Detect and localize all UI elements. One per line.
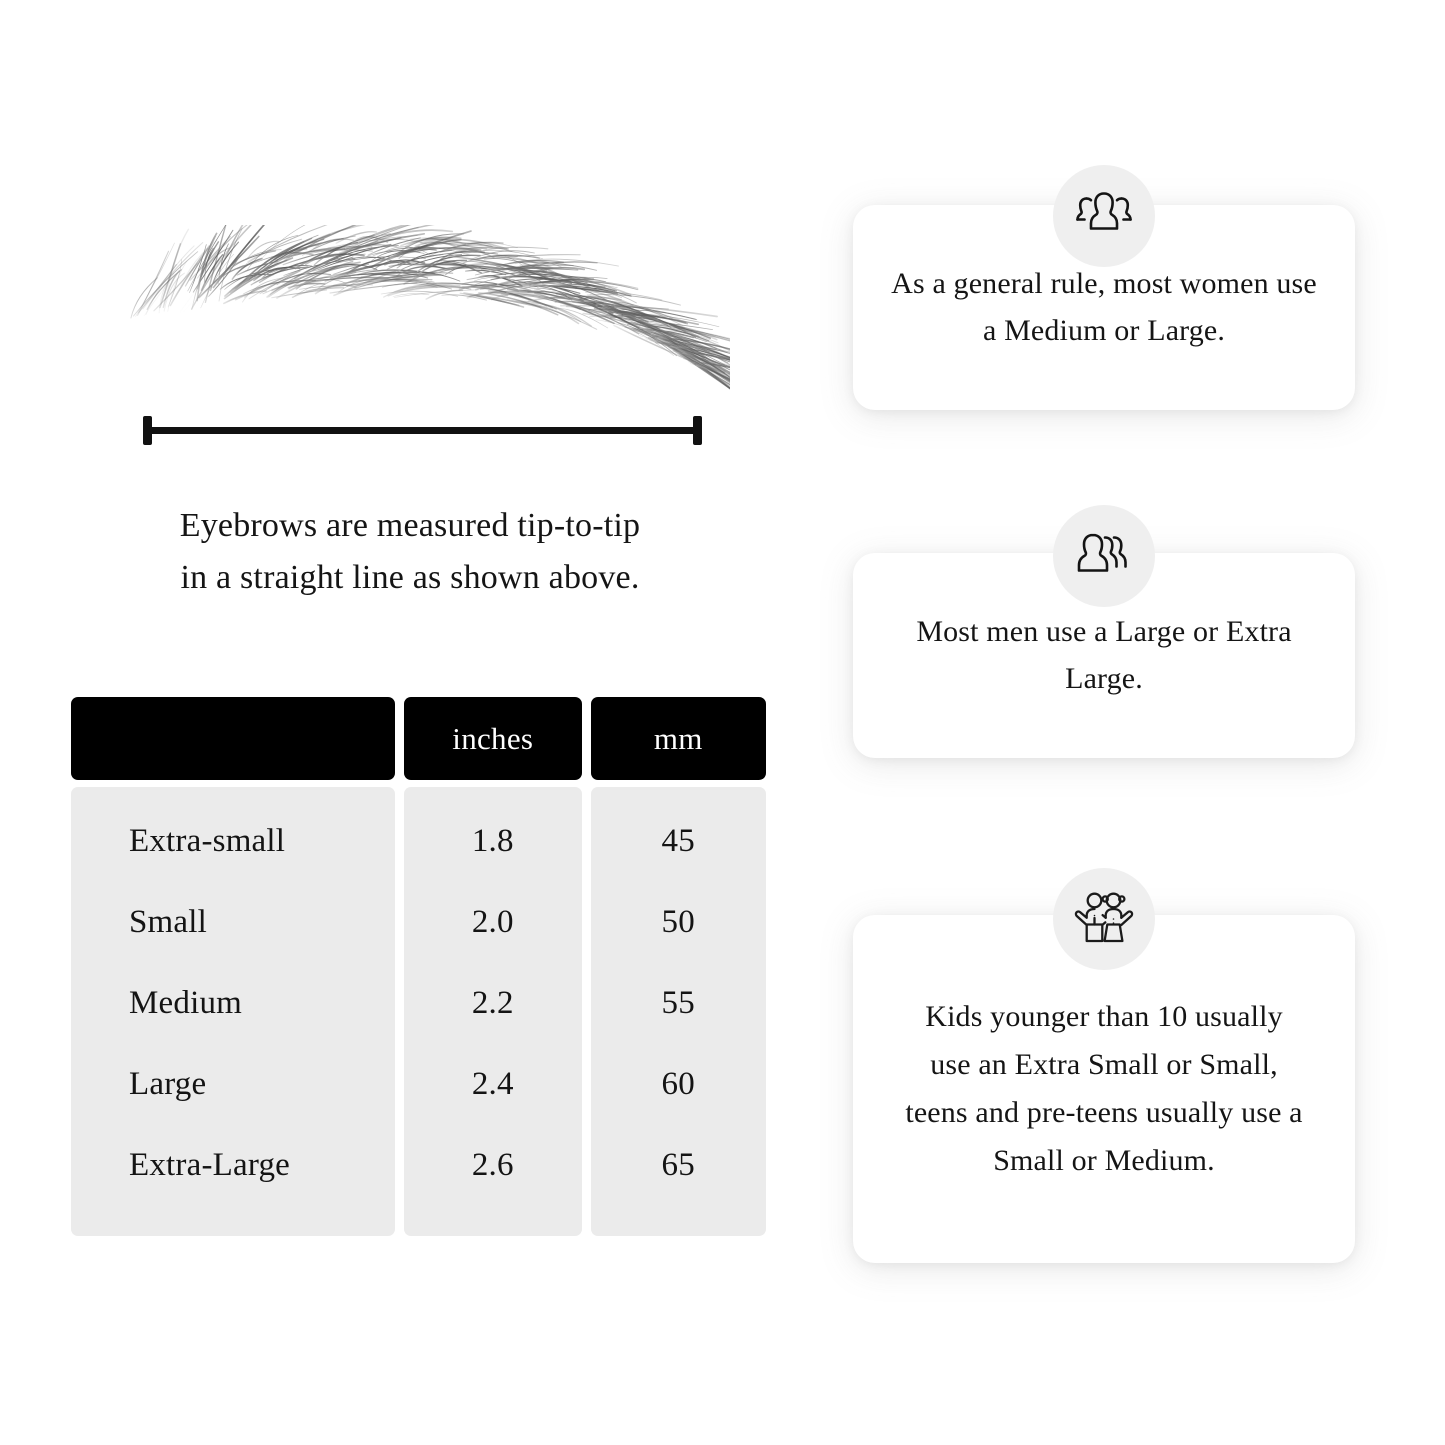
table-row: Medium: [129, 985, 243, 1021]
table-body-mm: 45 50 55 60 65: [590, 787, 766, 1236]
caption-line-2: in a straight line as shown above.: [180, 558, 640, 596]
caption-line-1: Eyebrows are measured tip-to-tip: [179, 507, 641, 544]
table-body-size: Extra-small Small Medium Large Extra-Lar…: [71, 787, 396, 1236]
eyebrow-figure: [110, 225, 730, 460]
table-cell-inches: 2.4: [471, 1066, 514, 1102]
table-cell-inches: 2.2: [471, 985, 514, 1021]
measurement-bar: [143, 416, 702, 445]
tips-column: As a general rule, most women use a Medi…: [800, 0, 1445, 1445]
table-row: Small: [129, 904, 208, 940]
measurement-caption: Eyebrows are measured tip-to-tip in a st…: [70, 500, 750, 603]
table-body-inches: 1.8 2.0 2.2 2.4 2.6: [404, 787, 582, 1236]
tip-card-kids: Kids younger than 10 usually use an Extr…: [853, 915, 1355, 1263]
size-table: Extra-small Small Medium Large Extra-Lar…: [71, 697, 766, 1236]
tip-text-kids: Kids younger than 10 usually use an Extr…: [905, 1000, 1303, 1177]
tip-text-women: As a general rule, most women use a Medi…: [891, 266, 1317, 347]
table-column-inches: inches 1.8 2.0 2.2 2.4 2.6: [404, 697, 582, 1236]
table-cell-mm: 50: [661, 904, 695, 940]
eyebrow-illustration: [130, 225, 730, 390]
table-header-size: [71, 697, 396, 780]
left-column: Eyebrows are measured tip-to-tip in a st…: [70, 225, 766, 1236]
table-cell-mm: 45: [661, 823, 695, 859]
kids-pair-icon: [1053, 868, 1155, 970]
table-cell-inches: 2.0: [471, 904, 514, 940]
table-cell-inches: 1.8: [471, 823, 514, 859]
table-cell-mm: 55: [661, 985, 695, 1021]
table-cell-mm: 60: [661, 1066, 695, 1102]
women-group-icon: [1053, 165, 1155, 267]
men-group-icon: [1053, 505, 1155, 607]
table-cell-inches: 2.6: [471, 1147, 514, 1183]
table-header-mm: mm: [590, 697, 766, 780]
table-column-mm: mm 45 50 55 60 65: [590, 697, 766, 1236]
table-row: Large: [129, 1066, 207, 1102]
table-column-size: Extra-small Small Medium Large Extra-Lar…: [71, 697, 396, 1236]
table-cell-mm: 65: [661, 1147, 695, 1183]
tip-text-men: Most men use a Large or Extra Large.: [916, 614, 1292, 695]
table-row: Extra-small: [129, 823, 286, 859]
table-row: Extra-Large: [129, 1147, 290, 1183]
table-header-inches: inches: [404, 697, 582, 780]
